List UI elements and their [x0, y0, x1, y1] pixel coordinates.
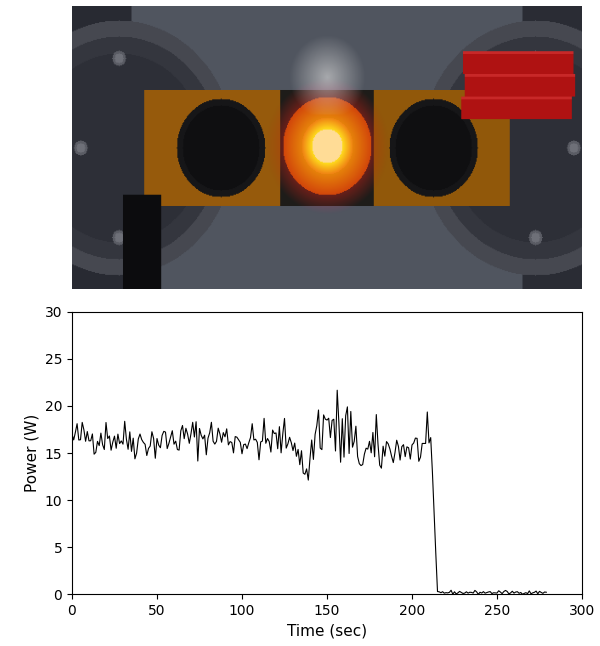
X-axis label: Time (sec): Time (sec)	[287, 623, 367, 639]
Y-axis label: Power (W): Power (W)	[24, 414, 39, 492]
